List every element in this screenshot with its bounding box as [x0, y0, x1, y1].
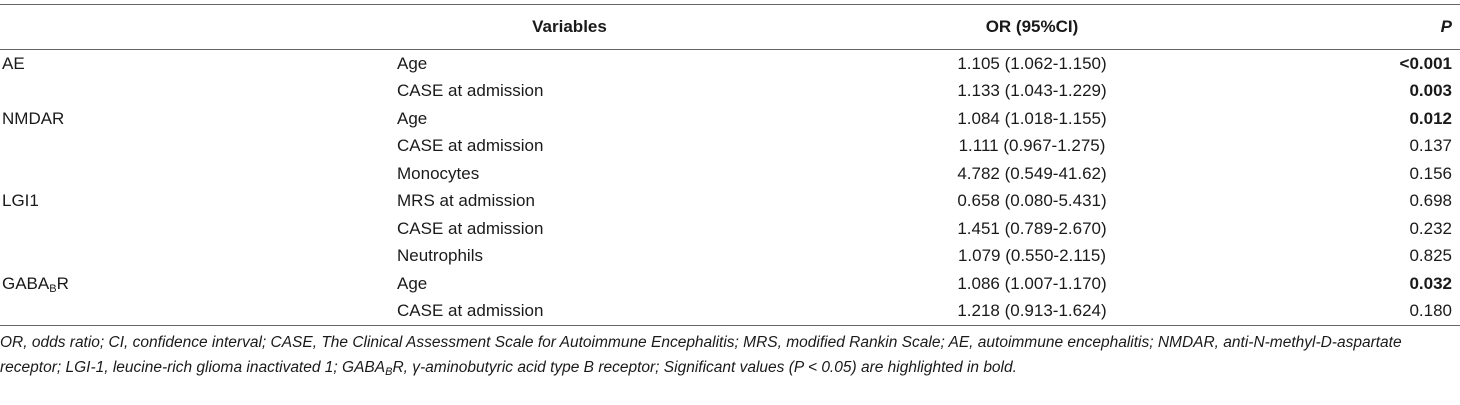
footnote-text-2: R, γ-aminobutyric acid type B receptor; …	[392, 359, 1017, 376]
footnote-subscript: B	[385, 366, 393, 378]
footnote-text-1: OR, odds ratio; CI, confidence interval;…	[0, 334, 1402, 376]
variable-cell: MRS at admission	[397, 191, 535, 211]
or-cell: 0.658 (0.080-5.431)	[957, 191, 1107, 211]
variable-cell: CASE at admission	[397, 297, 802, 326]
results-table: Variables OR (95%CI) P AE Age 1.105 (1.062…	[0, 4, 1460, 326]
table-row: CASE at admission 1.111 (0.967-1.275) 0.13…	[0, 133, 1460, 161]
group-label: AE	[2, 53, 25, 73]
group-cell	[0, 133, 397, 161]
or-cell: 1.218 (0.913-1.624)	[802, 297, 1262, 326]
or-cell: 1.086 (1.007-1.170)	[957, 273, 1107, 293]
header-group	[0, 4, 397, 50]
group-cell	[0, 297, 397, 326]
group-cell: GABABR	[0, 270, 397, 298]
table-row: CASE at admission 1.133 (1.043-1.229) 0.00…	[0, 78, 1460, 106]
group-subscript: B	[49, 282, 57, 295]
group-label: LGI1	[2, 191, 39, 211]
group-label: GABA	[2, 273, 50, 293]
p-value-cell: 0.012	[1409, 108, 1452, 128]
or-cell: 4.782 (0.549-41.62)	[957, 163, 1107, 183]
p-value-cell: 0.137	[1409, 136, 1452, 156]
header-row: Variables OR (95%CI) P	[0, 4, 1460, 50]
table-row: NMDAR Age 1.084 (1.018-1.155) 0.012	[0, 105, 1460, 133]
variable-cell: CASE at admission	[397, 81, 544, 101]
table-row: CASE at admission 1.218 (0.913-1.624) 0.18…	[0, 297, 1460, 326]
or-cell: 1.111 (0.967-1.275)	[958, 136, 1106, 156]
variable-cell: CASE at admission	[397, 218, 544, 238]
p-value-cell: 0.232	[1409, 218, 1452, 238]
table-row: LGI1 MRS at admission 0.658 (0.080-5.431) 0…	[0, 188, 1460, 216]
table-row: GABABR Age 1.086 (1.007-1.170) 0.032	[0, 270, 1460, 298]
p-value-cell: <0.001	[1399, 53, 1452, 73]
group-cell	[0, 160, 397, 188]
group-cell	[0, 78, 397, 106]
p-value-cell: 0.156	[1409, 163, 1452, 183]
header-variables: Variables	[397, 4, 802, 50]
or-cell: 1.451 (0.789-2.670)	[957, 218, 1107, 238]
or-cell: 1.105 (1.062-1.150)	[957, 53, 1107, 73]
group-cell	[0, 215, 397, 243]
table-row: Monocytes 4.782 (0.549-41.62) 0.156	[0, 160, 1460, 188]
variable-cell: Neutrophils	[397, 246, 483, 266]
group-suffix: R	[56, 273, 69, 293]
header-p: P	[1262, 4, 1460, 50]
or-cell: 1.133 (1.043-1.229)	[957, 81, 1107, 101]
p-value-cell: 0.032	[1409, 273, 1452, 293]
p-value-cell: 0.698	[1409, 191, 1452, 211]
variable-cell: Age	[397, 108, 428, 128]
group-cell: LGI1	[0, 188, 397, 216]
table-body: AE Age 1.105 (1.062-1.150) <0.001 CASE at ad…	[0, 50, 1460, 326]
group-label: NMDAR	[2, 108, 65, 128]
variable-cell: Age	[397, 273, 428, 293]
variable-cell: CASE at admission	[397, 136, 544, 156]
or-cell: 1.084 (1.018-1.155)	[957, 108, 1107, 128]
header-or: OR (95%CI)	[802, 4, 1262, 50]
table-row: AE Age 1.105 (1.062-1.150) <0.001	[0, 50, 1460, 78]
table-row: Neutrophils 1.079 (0.550-2.115) 0.825	[0, 243, 1460, 271]
p-value-cell: 0.180	[1262, 297, 1460, 326]
variable-cell: Monocytes	[397, 163, 480, 183]
variable-cell: Age	[397, 53, 428, 73]
group-cell	[0, 243, 397, 271]
group-cell: NMDAR	[0, 105, 397, 133]
group-cell: AE	[0, 50, 397, 78]
p-value-cell: 0.003	[1409, 81, 1452, 101]
table-row: CASE at admission 1.451 (0.789-2.670) 0.23…	[0, 215, 1460, 243]
p-value-cell: 0.825	[1409, 246, 1452, 266]
table-footnote: OR, odds ratio; CI, confidence interval;…	[0, 330, 1458, 380]
or-cell: 1.079 (0.550-2.115)	[957, 246, 1107, 266]
